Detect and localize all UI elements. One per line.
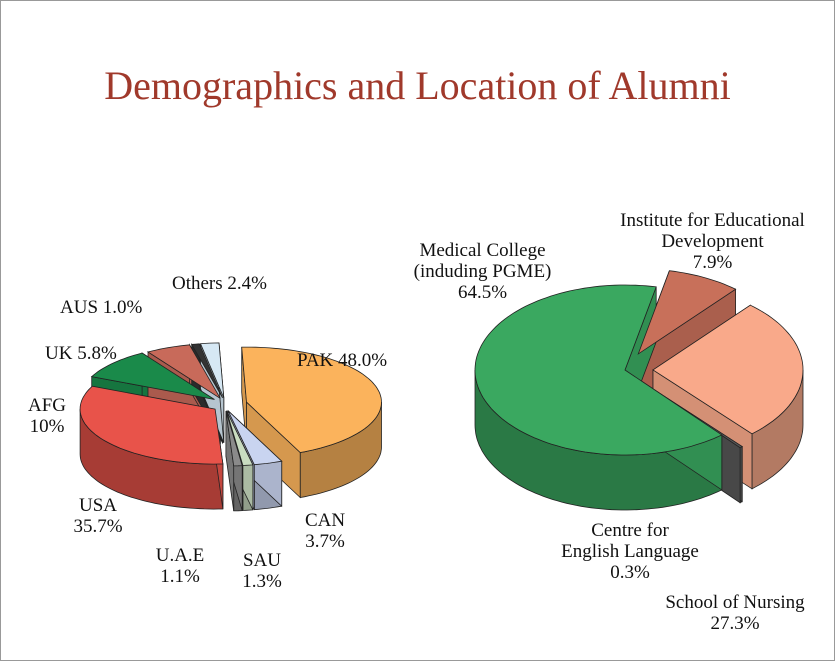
slice	[637, 270, 737, 355]
slice-label: Centre for English Language 0.3%	[560, 520, 700, 583]
category-label: Institute for Educational Development	[620, 210, 805, 252]
slice-label: SAU 1.3%	[232, 550, 292, 592]
slice	[241, 346, 382, 453]
slice	[79, 385, 224, 465]
value-label: 64.5%	[457, 282, 508, 303]
value-label: 10%	[29, 416, 65, 437]
value-label: 48.0%	[338, 350, 388, 371]
slice	[191, 343, 223, 399]
slice	[225, 410, 243, 467]
category-label: AFG	[27, 395, 66, 416]
category-label: CAN	[304, 510, 346, 531]
slice-label: CAN 3.7%	[295, 510, 355, 552]
slice-label: PAK 48.0%	[297, 350, 437, 371]
slice-label: AFG 10%	[22, 395, 72, 437]
value-label: 1.0%	[102, 297, 143, 318]
category-label: USA	[78, 495, 117, 516]
slice-label: UK 5.8%	[45, 343, 145, 364]
slice	[652, 304, 804, 435]
slice-label: School of Nursing 27.3%	[650, 592, 820, 634]
slice-label: USA 35.7%	[68, 495, 128, 537]
category-label: School of Nursing	[665, 592, 805, 613]
slide-title: Demographics and Location of Alumni	[104, 63, 731, 108]
slice	[146, 344, 221, 399]
category-label: AUS	[60, 297, 99, 318]
category-label: SAU	[242, 550, 281, 571]
slice-label: Medical College (induding PGME) 64.5%	[400, 240, 565, 303]
slice	[199, 342, 225, 398]
value-label: 1.3%	[242, 571, 282, 592]
value-label: 3.7%	[305, 531, 345, 552]
value-label: 5.8%	[77, 343, 117, 364]
value-label: 7.9%	[692, 252, 733, 273]
category-label: U.A.E	[155, 545, 205, 566]
value-label: 35.7%	[73, 516, 123, 537]
category-label: Centre for English Language	[561, 520, 699, 562]
slice	[474, 284, 723, 456]
slice-label: Institute for Educational Development 7.9…	[600, 210, 825, 273]
value-label: 27.3%	[710, 613, 760, 634]
slice	[226, 410, 254, 466]
slice-label: Others 2.4%	[172, 273, 302, 294]
value-label: 1.1%	[160, 566, 200, 587]
value-label: 0.3%	[610, 562, 650, 583]
slice	[227, 410, 283, 466]
slice-label: AUS 1.0%	[60, 297, 160, 318]
slice-label: U.A.E 1.1%	[150, 545, 210, 587]
value-label: 2.4%	[227, 273, 267, 294]
category-label: UK	[45, 343, 73, 364]
category-label: PAK	[297, 350, 334, 371]
slice	[90, 352, 215, 400]
category-label: Medical College (induding PGME)	[413, 240, 552, 282]
category-label: Others	[172, 273, 223, 294]
